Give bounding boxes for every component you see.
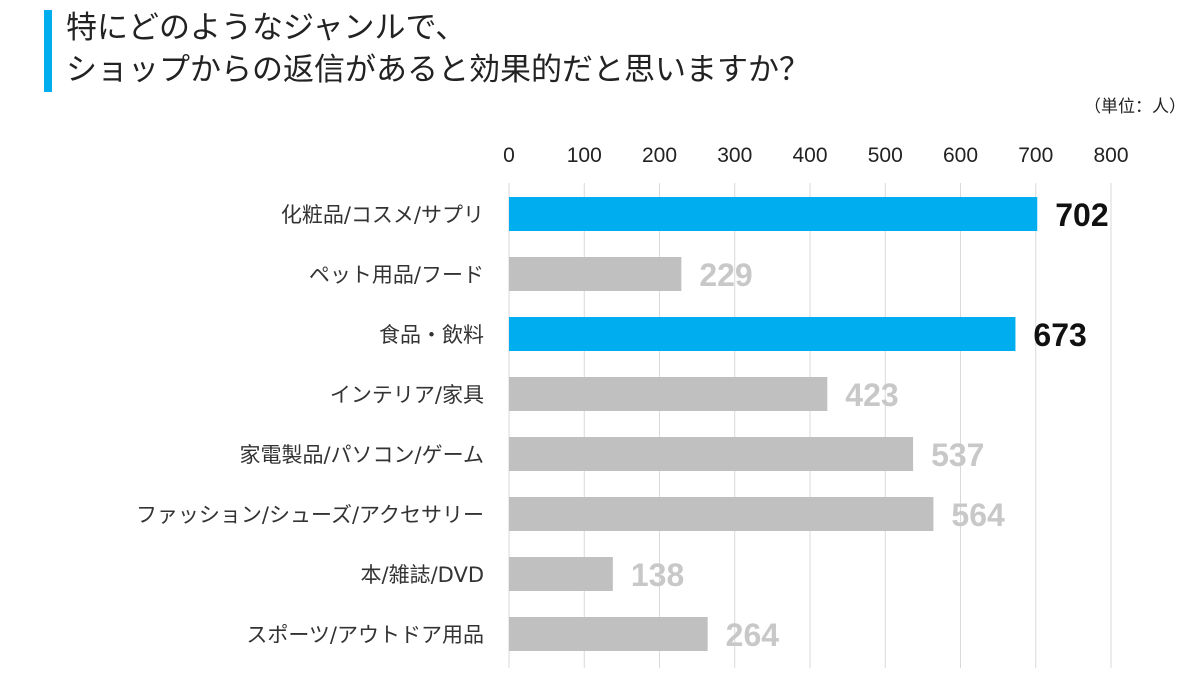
bar xyxy=(509,497,934,531)
category-label: 家電製品/パソコン/ゲーム xyxy=(239,443,484,467)
x-tick-label: 700 xyxy=(1018,144,1053,167)
category-label: 本/雑誌/DVD xyxy=(361,563,485,587)
value-label: 702 xyxy=(1055,197,1108,233)
value-label: 264 xyxy=(726,617,780,653)
bar xyxy=(509,437,914,471)
value-label: 138 xyxy=(631,557,684,593)
x-tick-label: 300 xyxy=(717,144,752,167)
category-label: インテリア/家具 xyxy=(330,383,484,407)
value-label: 564 xyxy=(951,497,1005,533)
bar xyxy=(509,377,828,411)
value-label: 537 xyxy=(931,437,984,473)
bar xyxy=(509,197,1038,231)
x-tick-label: 600 xyxy=(943,144,978,167)
value-label: 423 xyxy=(845,377,898,413)
value-label: 229 xyxy=(699,257,752,293)
chart-title-line-1: 特にどのようなジャンルで、 xyxy=(66,10,467,46)
x-tick-label: 100 xyxy=(567,144,602,167)
category-label: 食品・飲料 xyxy=(379,323,484,347)
chart-title-line-2: ショップからの返信があると効果的だと思いますか？ xyxy=(66,52,810,88)
x-tick-label: 0 xyxy=(503,144,515,167)
category-label: 化粧品/コスメ/サプリ xyxy=(281,203,484,227)
category-label: ペット用品/フード xyxy=(309,263,484,287)
bar xyxy=(509,557,613,591)
x-tick-label: 200 xyxy=(642,144,677,167)
bar xyxy=(509,617,708,651)
value-label: 673 xyxy=(1033,317,1086,353)
category-label: ファッション/シューズ/アクセサリー xyxy=(136,503,484,527)
bar xyxy=(509,317,1016,351)
x-tick-label: 400 xyxy=(792,144,827,167)
x-tick-label: 500 xyxy=(868,144,903,167)
category-label: スポーツ/アウトドア用品 xyxy=(246,623,484,647)
title-accent-bar xyxy=(44,10,52,92)
unit-label: （単位：人） xyxy=(1084,97,1186,117)
x-tick-label: 800 xyxy=(1093,144,1128,167)
chart-title-block: 特にどのようなジャンルで、 ショップからの返信があると効果的だと思いますか？ xyxy=(44,2,1164,98)
bar xyxy=(509,257,682,291)
